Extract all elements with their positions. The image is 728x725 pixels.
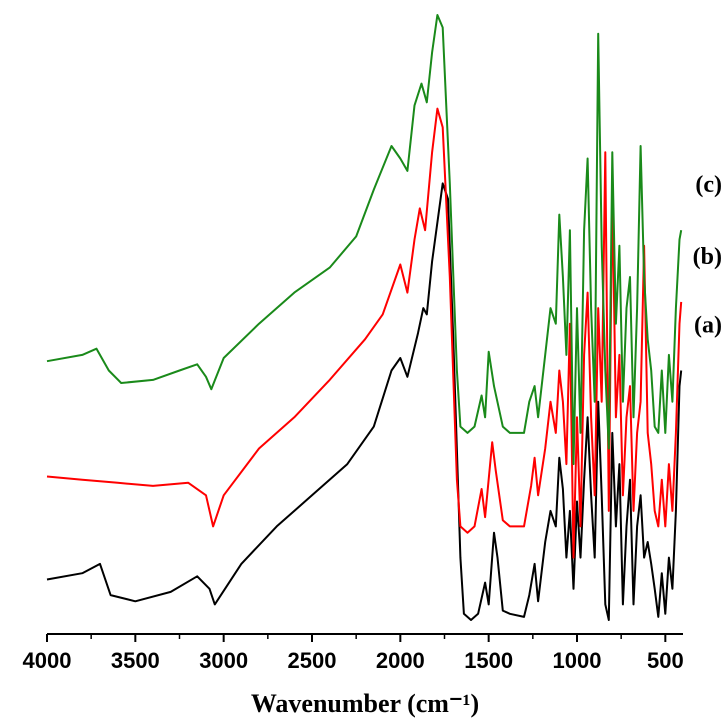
series-label-b: (b) — [693, 244, 722, 270]
x-axis-title: Wavenumber (cm⁻¹) — [251, 689, 479, 718]
series-line-a — [46, 182, 683, 621]
x-ticks-layer: 4000 3500 3000 2500 2000 1500 1000 500 — [23, 634, 684, 673]
x-tick-label: 1500 — [464, 648, 513, 673]
x-tick-label: 2000 — [376, 648, 425, 673]
series-labels-layer: (a) (b) (c) — [693, 172, 722, 338]
x-tick-label: 500 — [647, 648, 684, 673]
x-tick-label: 2500 — [288, 648, 337, 673]
x-tick-label: 3500 — [111, 648, 160, 673]
x-tick-label: 4000 — [23, 648, 72, 673]
series-layer — [46, 14, 683, 621]
series-label-c: (c) — [695, 172, 722, 198]
series-label-a: (a) — [694, 313, 722, 339]
x-tick-label: 3000 — [199, 648, 248, 673]
series-line-c — [46, 14, 683, 466]
series-line-b — [46, 107, 683, 559]
x-tick-label: 1000 — [553, 648, 602, 673]
